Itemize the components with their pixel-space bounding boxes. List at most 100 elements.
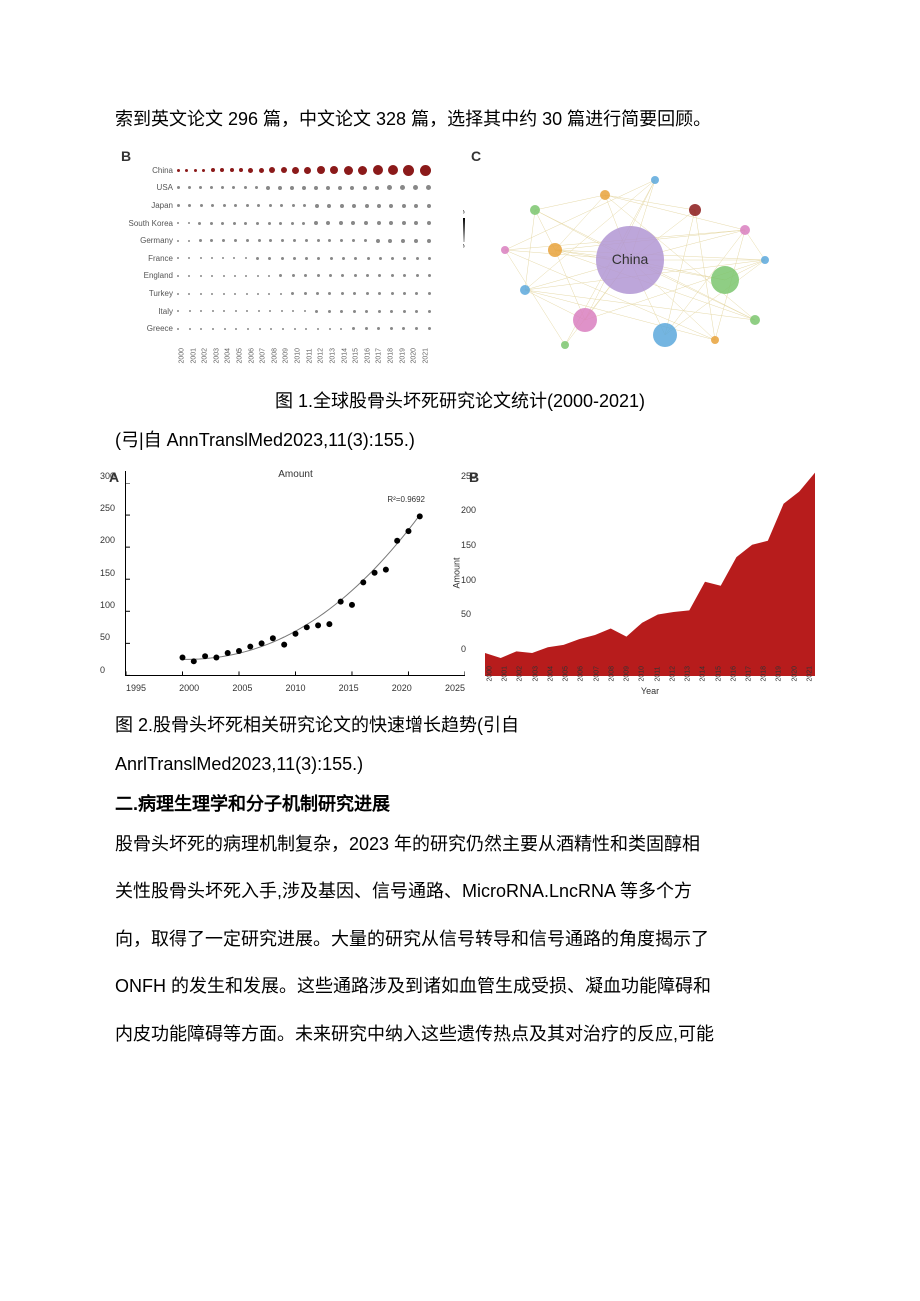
dot-marker [268,222,271,225]
fig1-panel-c: C China [465,150,795,368]
dot-marker [387,185,392,190]
dot-marker [188,257,190,259]
dot-marker [281,310,283,312]
xtick: 2001 [502,671,509,681]
dot-marker [268,293,270,295]
dot-marker [259,328,261,330]
ytick: 50 [461,609,476,619]
dot-marker [415,327,418,330]
dot-marker [223,275,225,277]
scatter-point [394,538,400,544]
dot-marker [281,239,284,242]
scatter-point [315,622,321,628]
dot-marker [246,293,248,295]
dot-marker [391,274,394,277]
xtick: 2016 [730,671,737,681]
ytick: 150 [461,540,476,550]
ytick: 200 [461,505,476,515]
dot-marker [210,186,213,189]
dot-marker [328,310,331,313]
year-tick: 2006 [248,353,255,363]
dot-marker [326,221,330,225]
dot-marker [304,274,307,277]
dot-marker [189,328,191,330]
dot-marker [317,239,320,242]
dot-marker [199,186,202,189]
ytick: 100 [100,600,115,610]
dot-marker [340,204,344,208]
dot-marker [340,239,343,242]
dot-marker [258,310,260,312]
dot-marker [235,310,237,312]
panel-label-c: C [471,148,481,164]
dot-marker [427,221,431,225]
dot-marker [400,185,405,190]
scatter-title: Amount [278,469,312,480]
dot-marker [353,310,356,313]
network-node [711,266,739,294]
network-node [651,176,659,184]
panel-label-b: B [121,148,131,164]
network-node [600,190,610,200]
fig2-caption: 图 2.股骨头坏死相关研究论文的快速增长趋势(引自 [115,706,805,746]
dot-marker [246,239,249,242]
scatter-point [270,635,276,641]
dot-marker [222,257,224,259]
dot-marker [317,274,320,277]
dot-marker [269,239,272,242]
dot-marker [328,292,331,295]
dot-marker [292,274,295,277]
country-label: Turkey [119,289,173,298]
dot-marker [428,257,431,260]
dot-marker [210,239,213,242]
dot-marker [291,222,294,225]
dotplot-row: USA [177,180,431,196]
dot-marker [235,328,237,330]
dot-marker [401,239,405,243]
network-node [548,243,562,257]
dot-marker [390,327,393,330]
dot-marker [366,292,369,295]
dot-marker [200,275,202,277]
fig1-panel-b: B ChinaUSAJapanSouth KoreaGermanyFranceE… [115,150,455,368]
dot-marker [177,257,179,259]
dot-marker [428,292,431,295]
dot-marker [177,293,179,295]
network-node [520,285,530,295]
dot-marker [230,168,234,172]
dot-marker [268,275,270,277]
svg-text:China: China [612,251,649,267]
xtick: 2005 [563,671,570,681]
dot-marker [223,204,226,207]
dot-marker [389,204,393,208]
fig1-source: (弓|自 AnnTranslMed2023,11(3):155.) [115,421,805,461]
dot-marker [194,169,197,172]
dot-marker [200,310,202,312]
dot-marker [305,239,308,242]
dot-marker [403,274,406,277]
dot-marker [428,327,431,330]
dot-marker [177,186,180,189]
scatter-point [259,640,265,646]
ytick: 50 [100,632,115,642]
dot-marker [330,166,338,174]
scatter-point [202,653,208,659]
ytick: 300 [100,471,115,481]
dot-marker [293,239,296,242]
dot-marker [314,221,318,225]
scatter-point [326,621,332,627]
dot-marker [281,257,284,260]
dot-marker [340,310,343,313]
dot-marker [220,168,224,172]
dot-marker [352,239,355,242]
country-label: Germany [119,236,173,245]
dot-marker [304,310,306,312]
xtick: 2020 [392,683,412,693]
dot-marker [248,168,253,173]
dot-marker [269,167,275,173]
dot-marker [375,186,379,190]
dot-marker [329,328,331,330]
dot-marker [211,168,215,172]
dot-marker [188,204,191,207]
dot-marker [342,257,345,260]
